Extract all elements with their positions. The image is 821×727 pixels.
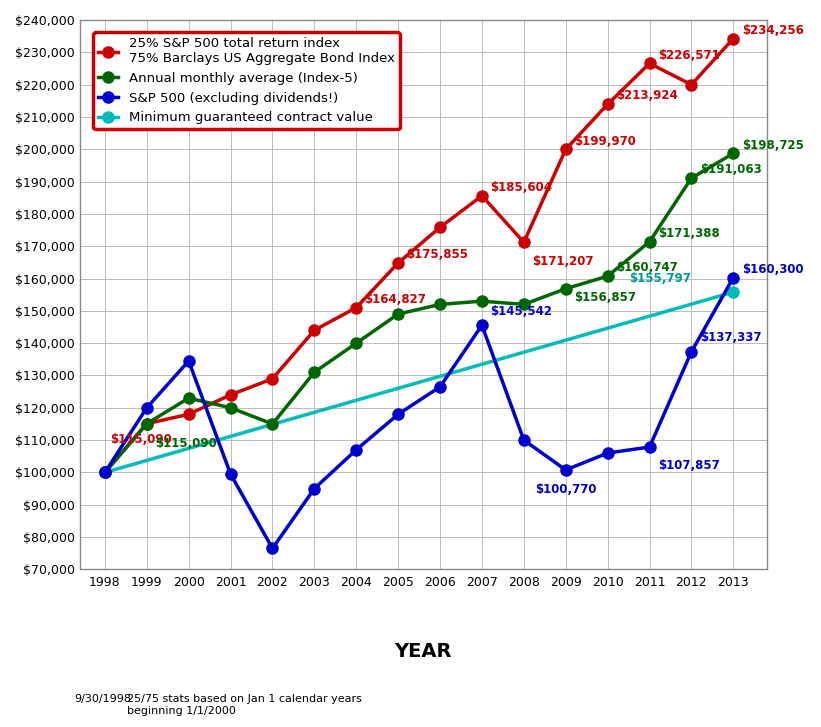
- Text: $185,604: $185,604: [490, 181, 553, 194]
- Text: $226,571: $226,571: [658, 49, 719, 62]
- Text: 25/75 stats based on Jan 1 calendar years
beginning 1/1/2000: 25/75 stats based on Jan 1 calendar year…: [127, 694, 362, 716]
- Text: $155,797: $155,797: [629, 272, 691, 285]
- Text: $198,725: $198,725: [741, 139, 804, 151]
- Text: $199,970: $199,970: [574, 134, 636, 148]
- Text: $100,770: $100,770: [535, 483, 597, 496]
- Text: $137,337: $137,337: [699, 332, 761, 345]
- Text: $171,207: $171,207: [532, 255, 594, 268]
- Text: 9/30/1998: 9/30/1998: [74, 694, 131, 704]
- Text: $107,857: $107,857: [658, 459, 719, 472]
- X-axis label: YEAR: YEAR: [395, 642, 452, 661]
- Text: $234,256: $234,256: [741, 24, 804, 37]
- Text: $213,924: $213,924: [616, 89, 677, 103]
- Text: $160,747: $160,747: [616, 261, 677, 274]
- Legend: 25% S&P 500 total return index
75% Barclays US Aggregate Bond Index, Annual mont: 25% S&P 500 total return index 75% Barcl…: [94, 32, 400, 129]
- Text: $156,857: $156,857: [574, 291, 636, 304]
- Text: $175,855: $175,855: [406, 248, 469, 261]
- Text: $164,827: $164,827: [365, 293, 426, 306]
- Text: $191,063: $191,063: [699, 164, 762, 177]
- Text: $160,300: $160,300: [741, 262, 803, 276]
- Text: $115,090: $115,090: [155, 437, 217, 449]
- Text: $115,090: $115,090: [110, 433, 172, 446]
- Text: $171,388: $171,388: [658, 227, 719, 240]
- Text: $145,542: $145,542: [490, 305, 553, 318]
